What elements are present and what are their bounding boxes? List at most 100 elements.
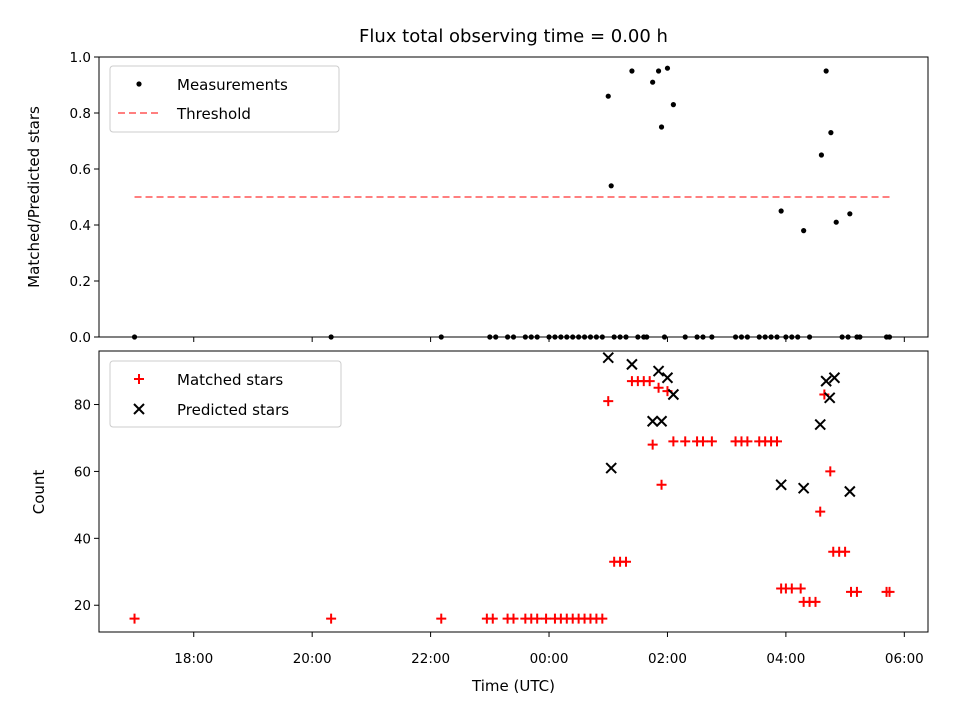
x-tick-label: 20:00 (293, 651, 332, 667)
legend-label-measurements: Measurements (177, 76, 288, 94)
predicted-star-point (828, 372, 841, 384)
matched-star-point (603, 396, 614, 407)
legend-marker-measurements (136, 81, 142, 87)
matched-star-point (508, 613, 519, 624)
predicted-star-point (823, 392, 836, 404)
predicted-star-point (646, 415, 659, 427)
measurement-point (658, 124, 665, 130)
top-x-ticks (193, 337, 905, 342)
bottom-y-tick-label: 80 (74, 398, 91, 414)
top-legend-box (109, 65, 340, 133)
bottom-y-ticks: 20 40 60 80 (74, 398, 99, 614)
legend-label-threshold: Threshold (176, 105, 251, 123)
bottom-y-axis-label: Count (30, 470, 48, 515)
bottom-legend: Matched stars Predicted stars (109, 360, 342, 428)
predicted-star-point (797, 482, 810, 494)
matched-star-point (644, 376, 655, 387)
top-y-tick-label: 1.0 (70, 50, 91, 66)
predicted-star-point (605, 462, 617, 474)
measurement-point (778, 208, 784, 214)
bottom-plot-frame (98, 350, 929, 633)
matched-star-point (647, 439, 658, 450)
matched-star-point (706, 436, 717, 447)
predicted-star-point (626, 358, 638, 371)
predicted-star-point (652, 365, 665, 377)
x-tick-label: 04:00 (766, 651, 805, 667)
legend-label-predicted-stars: Predicted stars (177, 401, 289, 419)
x-tick-label: 02:00 (648, 651, 687, 667)
top-plot-frame (98, 56, 929, 338)
matched-star-point (825, 466, 836, 477)
predicted-star-point (775, 479, 787, 491)
matched-star-point (884, 586, 895, 597)
bottom-y-tick-label: 20 (74, 598, 91, 614)
matched-star-point (326, 613, 337, 624)
matched-star-point (436, 613, 447, 624)
matched-star-point (621, 556, 632, 567)
measurement-point (670, 102, 676, 108)
measurement-point (818, 152, 825, 158)
matched-star-point (532, 613, 543, 624)
measurement-point (605, 93, 611, 99)
measurement-point (847, 211, 853, 217)
chart-title: Flux total observing time = 0.00 h (359, 26, 668, 47)
predicted-star-point (661, 372, 674, 384)
x-axis-label: Time (UTC) (471, 677, 555, 695)
predicted-star-point (667, 388, 680, 401)
matched-star-point (541, 613, 552, 624)
measurement-point (801, 228, 807, 234)
measurement-point (823, 68, 829, 74)
measurement-point (833, 219, 839, 225)
matched-star-point (597, 613, 608, 624)
measurement-point (650, 79, 656, 85)
matched-star-point (742, 436, 753, 447)
measurement-point (608, 183, 614, 189)
matched-star-point (697, 436, 708, 447)
predicted-star-point (602, 351, 614, 364)
legend-marker-predicted-stars (133, 403, 145, 415)
x-tick-label: 18:00 (174, 651, 213, 667)
bottom-legend-box (109, 360, 342, 428)
measurement-point (655, 68, 662, 74)
matched-star-point (129, 613, 140, 624)
top-y-tick-label: 0.6 (70, 162, 91, 178)
bottom-x-ticks: 18:00 20:00 22:00 00:00 02:00 04:00 06:00 (174, 632, 924, 667)
measurement-point (664, 65, 671, 71)
bottom-y-tick-label: 60 (74, 464, 91, 480)
measurement-point (629, 68, 635, 74)
measurement-point (828, 130, 834, 136)
top-y-ticks: 0.0 0.2 0.4 0.6 0.8 1.0 (70, 50, 99, 346)
x-tick-label: 22:00 (411, 651, 450, 667)
predicted-star-point (844, 485, 856, 498)
top-y-tick-label: 0.4 (70, 218, 91, 234)
matched-star-point (815, 506, 826, 517)
matched-star-point (653, 382, 664, 393)
bottom-y-tick-label: 40 (74, 531, 91, 547)
x-tick-label: 06:00 (885, 651, 924, 667)
matched-star-point (840, 546, 851, 557)
matched-star-point (680, 436, 691, 447)
legend-marker-matched-stars (134, 374, 144, 384)
matched-star-point (668, 436, 679, 447)
predicted-star-point (655, 415, 668, 427)
matched-star-point (772, 436, 783, 447)
top-legend: Measurements Threshold (109, 65, 340, 133)
matched-star-point (851, 586, 862, 597)
matched-star-point (656, 479, 667, 490)
top-y-axis-label: Matched/Predicted stars (25, 106, 43, 288)
x-tick-label: 00:00 (530, 651, 569, 667)
legend-label-matched-stars: Matched stars (177, 371, 283, 389)
bottom-data-marks (129, 351, 895, 624)
matched-star-point (810, 596, 821, 607)
predicted-star-point (814, 418, 826, 431)
matched-star-point (795, 583, 806, 594)
top-y-tick-label: 0.2 (70, 274, 91, 290)
predicted-star-point (820, 375, 832, 387)
matched-star-point (786, 583, 797, 594)
top-y-tick-label: 0.8 (70, 106, 91, 122)
top-y-tick-label: 0.0 (70, 330, 91, 346)
top-panel: 0.0 0.2 0.4 0.6 0.8 1.0 Matched/Predicted sta… (25, 50, 929, 346)
bottom-panel: 20 40 60 80 18:00 20:00 22:00 00:00 02:00 04:00 0… (30, 350, 929, 695)
matched-star-point (487, 613, 498, 624)
